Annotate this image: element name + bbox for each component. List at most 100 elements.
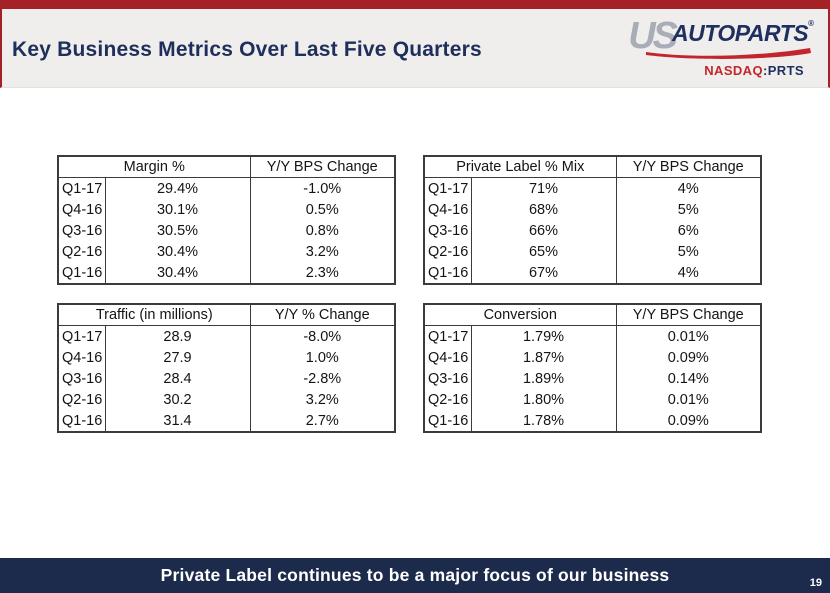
logo-us-text: US <box>628 15 678 57</box>
metric-value: 29.4% <box>105 177 251 199</box>
table-row: Q1-17 28.9 -8.0% <box>58 325 395 347</box>
change-value: 2.3% <box>305 264 339 281</box>
metric-value: 30.5% <box>105 220 251 241</box>
metric-value: 71% <box>471 177 617 199</box>
change-value: 0.09% <box>667 349 709 366</box>
metric-value: 1.79% <box>471 325 617 347</box>
metric-value: 31.4 <box>105 410 251 432</box>
metric-value: 65% <box>471 241 617 262</box>
quarter-label: Q1-17 <box>424 177 472 199</box>
table-metric-header: Conversion <box>424 304 617 326</box>
metric-value: 1.78% <box>471 410 617 432</box>
table-row: Q3-16 1.89% 0.14% <box>424 368 761 389</box>
metrics-table: Private Label % Mix Y/Y BPS Change Q1-17… <box>423 155 763 285</box>
change-value: 0.09% <box>667 412 709 429</box>
table-row: Q4-16 1.87% 0.09% <box>424 347 761 368</box>
table-header-row: Conversion Y/Y BPS Change <box>424 304 761 326</box>
table-header-row: Margin % Y/Y BPS Change <box>58 156 395 178</box>
table-row: Q1-17 71% 4% <box>424 177 761 199</box>
table-header-row: Traffic (in millions) Y/Y % Change <box>58 304 396 326</box>
quarter-label: Q3-16 <box>58 368 106 389</box>
quarter-label: Q2-16 <box>424 241 472 262</box>
metrics-table-conversion: Conversion Y/Y BPS Change Q1-17 1.79% 0.01… <box>423 303 762 433</box>
quarter-label: Q3-16 <box>58 220 106 241</box>
table-row: Q1-17 29.4% -1.0% <box>58 177 395 199</box>
quarter-label: Q2-16 <box>58 241 106 262</box>
metric-value: 30.2 <box>105 389 251 410</box>
change-value: 6% <box>677 222 699 239</box>
footer-message: Private Label continues to be a major fo… <box>160 565 670 585</box>
change-value: 3.2% <box>305 391 339 408</box>
table-row: Q4-16 30.1% 0.5% <box>58 199 395 220</box>
table-row: Q1-16 1.78% 0.09% <box>424 410 761 432</box>
ticker-exchange: NASDAQ <box>704 63 763 78</box>
quarter-label: Q3-16 <box>424 368 472 389</box>
table-metric-header: Traffic (in millions) <box>58 304 251 326</box>
metric-value: 30.4% <box>105 241 251 262</box>
table-row: Q2-16 1.80% 0.01% <box>424 389 761 410</box>
table-header-row: Private Label % Mix Y/Y BPS Change <box>424 156 762 178</box>
table-row: Q1-17 1.79% 0.01% <box>424 325 761 347</box>
quarter-label: Q3-16 <box>424 220 472 241</box>
change-value: -1.0% <box>303 180 342 197</box>
change-value: 5% <box>677 201 699 218</box>
change-value: -2.8% <box>303 370 342 387</box>
change-value: 5% <box>677 243 699 260</box>
metrics-table: Conversion Y/Y BPS Change Q1-17 1.79% 0.01… <box>423 303 762 433</box>
table-change-header: Y/Y BPS Change <box>250 156 395 178</box>
table-row: Q1-16 67% 4% <box>424 262 761 284</box>
table-row: Q3-16 28.4 -2.8% <box>58 368 395 389</box>
change-value: 0.14% <box>667 370 709 387</box>
table-change-header: Y/Y BPS Change <box>616 304 761 326</box>
table-row: Q2-16 30.4% 3.2% <box>58 241 395 262</box>
change-value: 1.0% <box>305 349 339 366</box>
quarter-label: Q4-16 <box>58 347 106 368</box>
header-band: Key Business Metrics Over Last Five Quar… <box>0 9 830 88</box>
quarter-label: Q1-17 <box>424 325 472 347</box>
quarter-label: Q1-16 <box>58 410 106 432</box>
quarter-label: Q1-16 <box>58 262 106 284</box>
quarter-label: Q4-16 <box>58 199 106 220</box>
us-autoparts-logo: USAUTOPARTS® NASDAQ:PRTS <box>608 17 818 83</box>
metric-value: 1.89% <box>471 368 617 389</box>
quarter-label: Q2-16 <box>58 389 106 410</box>
table-metric-header: Margin % <box>58 156 251 178</box>
table-row: Q1-16 31.4 2.7% <box>58 410 395 432</box>
quarter-label: Q4-16 <box>424 199 472 220</box>
metrics-table-traffic: Traffic (in millions) Y/Y % Change Q1-17… <box>57 303 397 433</box>
top-accent-bar <box>0 0 830 9</box>
logo-wordmark: USAUTOPARTS® <box>628 17 814 55</box>
change-value: 2.7% <box>305 412 339 429</box>
quarter-label: Q1-17 <box>58 177 106 199</box>
logo-autoparts-text: AUTOPARTS <box>672 20 809 46</box>
table-row: Q2-16 30.2 3.2% <box>58 389 395 410</box>
table-row: Q3-16 66% 6% <box>424 220 761 241</box>
change-value: 0.01% <box>667 328 709 345</box>
metrics-table-margin: Margin % Y/Y BPS Change Q1-17 29.4% -1.0% Q… <box>57 155 396 285</box>
ticker: NASDAQ:PRTS <box>704 63 804 78</box>
metric-value: 67% <box>471 262 617 284</box>
logo-swoosh-icon <box>646 48 812 59</box>
table-row: Q2-16 65% 5% <box>424 241 761 262</box>
change-value: 4% <box>677 264 699 281</box>
metrics-table: Traffic (in millions) Y/Y % Change Q1-17… <box>57 303 397 433</box>
metric-value: 30.4% <box>105 262 251 284</box>
registered-mark-icon: ® <box>808 19 814 28</box>
change-value: 0.5% <box>305 201 339 218</box>
change-value: 0.01% <box>667 391 709 408</box>
table-change-header: Y/Y % Change <box>250 304 396 326</box>
quarter-label: Q1-16 <box>424 262 472 284</box>
metrics-table: Margin % Y/Y BPS Change Q1-17 29.4% -1.0% Q… <box>57 155 396 285</box>
metrics-table-private-label-mix: Private Label % Mix Y/Y BPS Change Q1-17… <box>423 155 763 285</box>
metric-value: 27.9 <box>105 347 251 368</box>
page-number: 19 <box>809 577 822 589</box>
slide-title: Key Business Metrics Over Last Five Quar… <box>12 38 482 61</box>
metric-value: 28.9 <box>105 325 251 347</box>
table-row: Q3-16 30.5% 0.8% <box>58 220 395 241</box>
table-row: Q1-16 30.4% 2.3% <box>58 262 395 284</box>
metric-value: 28.4 <box>105 368 251 389</box>
change-value: 0.8% <box>305 222 339 239</box>
change-value: 3.2% <box>305 243 339 260</box>
quarter-label: Q4-16 <box>424 347 472 368</box>
